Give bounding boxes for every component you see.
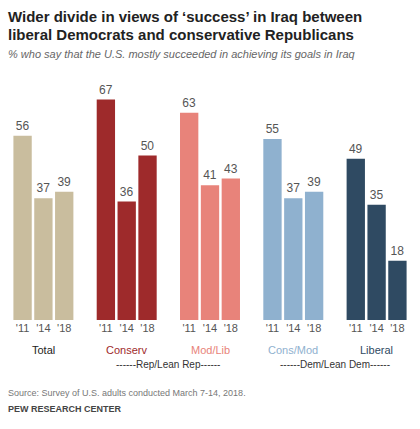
svg-text:55: 55 <box>266 122 280 136</box>
svg-text:'18: '18 <box>57 322 71 334</box>
svg-text:56: 56 <box>16 119 30 133</box>
svg-text:------Rep/Lean Rep------: ------Rep/Lean Rep------ <box>116 359 220 370</box>
svg-text:'18: '18 <box>307 322 321 334</box>
svg-text:'11: '11 <box>182 322 196 334</box>
svg-text:'14: '14 <box>36 322 50 334</box>
svg-text:'11: '11 <box>16 322 30 334</box>
svg-text:37: 37 <box>37 181 51 195</box>
svg-text:Cons/Mod: Cons/Mod <box>268 344 318 356</box>
svg-text:67: 67 <box>99 83 113 97</box>
svg-text:'18: '18 <box>390 322 404 334</box>
svg-text:------Dem/Lean Dem------: ------Dem/Lean Dem------ <box>280 359 390 370</box>
svg-text:Mod/Lib: Mod/Lib <box>191 344 230 356</box>
svg-text:'14: '14 <box>369 322 383 334</box>
html-text:PEW RESEARCH CENTER: PEW RESEARCH CENTER <box>8 404 121 414</box>
svg-text:'18: '18 <box>140 322 154 334</box>
svg-text:'14: '14 <box>203 322 217 334</box>
svg-text:'11: '11 <box>99 322 113 334</box>
svg-text:Liberal: Liberal <box>360 344 393 356</box>
html-text:Source: Survey of U.S. adults: Source: Survey of U.S. adults conducted … <box>8 388 246 398</box>
svg-text:Total: Total <box>32 344 55 356</box>
svg-text:39: 39 <box>57 175 71 189</box>
html-text:% who say that the U.S. mostly: % who say that the U.S. mostly succeeded… <box>8 48 355 60</box>
svg-text:49: 49 <box>349 142 363 156</box>
svg-text:50: 50 <box>141 139 155 153</box>
svg-text:35: 35 <box>370 188 384 202</box>
html-text:Wider divide in views of ‘succ: Wider divide in views of ‘success’ in Ir… <box>8 8 363 43</box>
svg-text:39: 39 <box>307 175 321 189</box>
svg-text:'11: '11 <box>349 322 363 334</box>
svg-text:'18: '18 <box>224 322 238 334</box>
svg-text:'11: '11 <box>266 322 280 334</box>
svg-text:63: 63 <box>182 96 196 110</box>
svg-text:36: 36 <box>120 185 134 199</box>
svg-text:'14: '14 <box>286 322 300 334</box>
svg-text:41: 41 <box>203 168 217 182</box>
svg-text:Conserv: Conserv <box>106 344 147 356</box>
svg-text:43: 43 <box>224 162 238 176</box>
svg-text:37: 37 <box>286 181 300 195</box>
svg-text:'14: '14 <box>120 322 134 334</box>
svg-text:18: 18 <box>391 244 405 258</box>
